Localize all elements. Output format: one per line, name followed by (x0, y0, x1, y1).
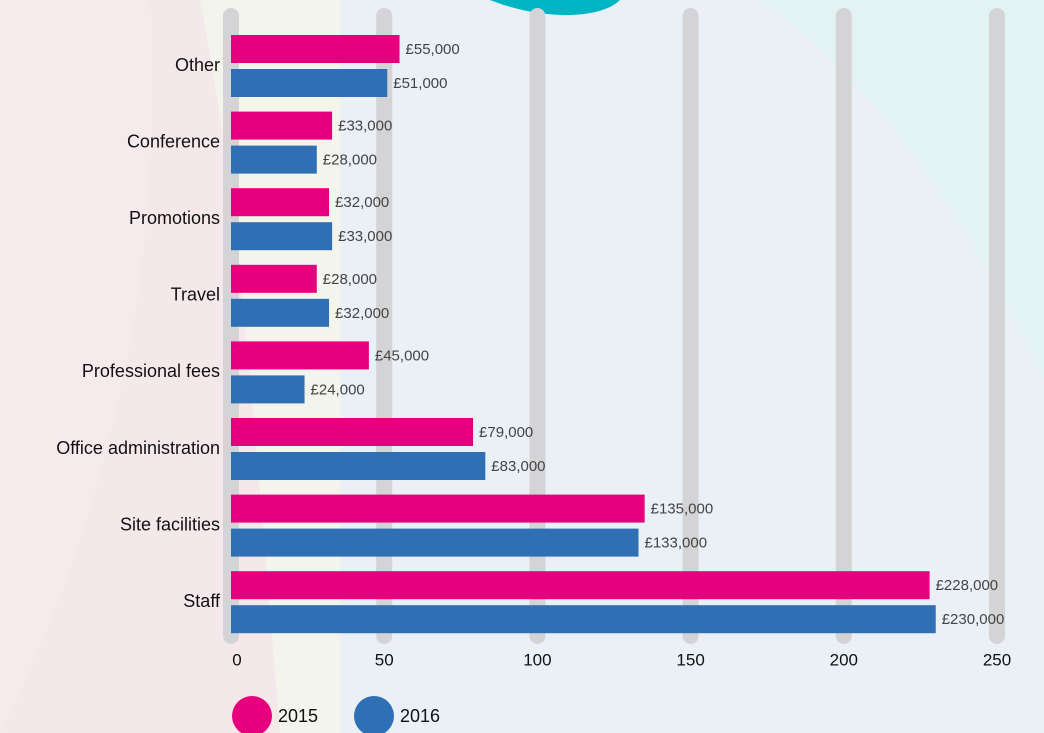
category-label: Site facilities (120, 514, 220, 534)
bar (231, 145, 317, 174)
bar (231, 298, 330, 327)
value-label: £83,000 (491, 458, 545, 475)
x-tick-label: 100 (523, 650, 551, 669)
grid-line (835, 8, 852, 644)
category-label: Staff (183, 591, 221, 611)
category-label: Office administration (56, 438, 220, 458)
value-label: £24,000 (311, 381, 365, 398)
value-label: £33,000 (338, 228, 392, 245)
bar (231, 494, 645, 523)
value-label: £28,000 (323, 271, 377, 288)
category-label: Promotions (129, 208, 220, 228)
bg-shape (490, 0, 620, 9)
bar (231, 69, 388, 97)
value-label: £228,000 (936, 577, 999, 594)
x-tick-label: 0 (232, 650, 241, 669)
value-label: £32,000 (335, 305, 389, 322)
value-label: £28,000 (323, 152, 377, 169)
value-label: £55,000 (406, 41, 460, 58)
bar (231, 341, 369, 370)
value-label: £230,000 (942, 611, 1005, 628)
category-label: Other (175, 55, 220, 75)
value-label: £135,000 (651, 501, 714, 518)
bg-shape (0, 0, 153, 733)
category-label: Professional fees (82, 361, 220, 381)
bar (231, 528, 639, 557)
category-label: Travel (171, 285, 220, 305)
bar (231, 452, 486, 480)
value-label: £133,000 (645, 535, 708, 552)
grid-line (682, 8, 699, 644)
x-tick-label: 50 (375, 650, 394, 669)
bg-shape (760, 0, 1044, 380)
x-tick-label: 250 (983, 650, 1011, 669)
bar (231, 571, 930, 600)
legend-label: 2015 (278, 706, 318, 726)
bar (231, 418, 474, 446)
bar (231, 188, 330, 217)
x-tick-label: 200 (830, 650, 858, 669)
value-label: £33,000 (338, 118, 392, 135)
bar (231, 111, 333, 140)
value-label: £45,000 (375, 347, 429, 364)
legend-swatch (354, 696, 394, 733)
plot: 0 50 100 150 200 250 Other £55,000 £51,000 Confer… (56, 8, 1011, 733)
value-label: £79,000 (479, 424, 533, 441)
legend-swatch (232, 696, 272, 733)
legend-label: 2016 (400, 706, 440, 726)
grid-line (529, 8, 546, 644)
bar (231, 222, 333, 251)
bar (231, 264, 317, 293)
grid-line (989, 8, 1005, 644)
value-label: £51,000 (393, 75, 447, 92)
value-label: £32,000 (335, 194, 389, 211)
category-label: Conference (127, 131, 220, 151)
grid-line (376, 8, 393, 644)
bar (231, 35, 400, 63)
bar (231, 605, 936, 634)
bar (231, 375, 305, 404)
x-tick-label: 150 (676, 650, 704, 669)
